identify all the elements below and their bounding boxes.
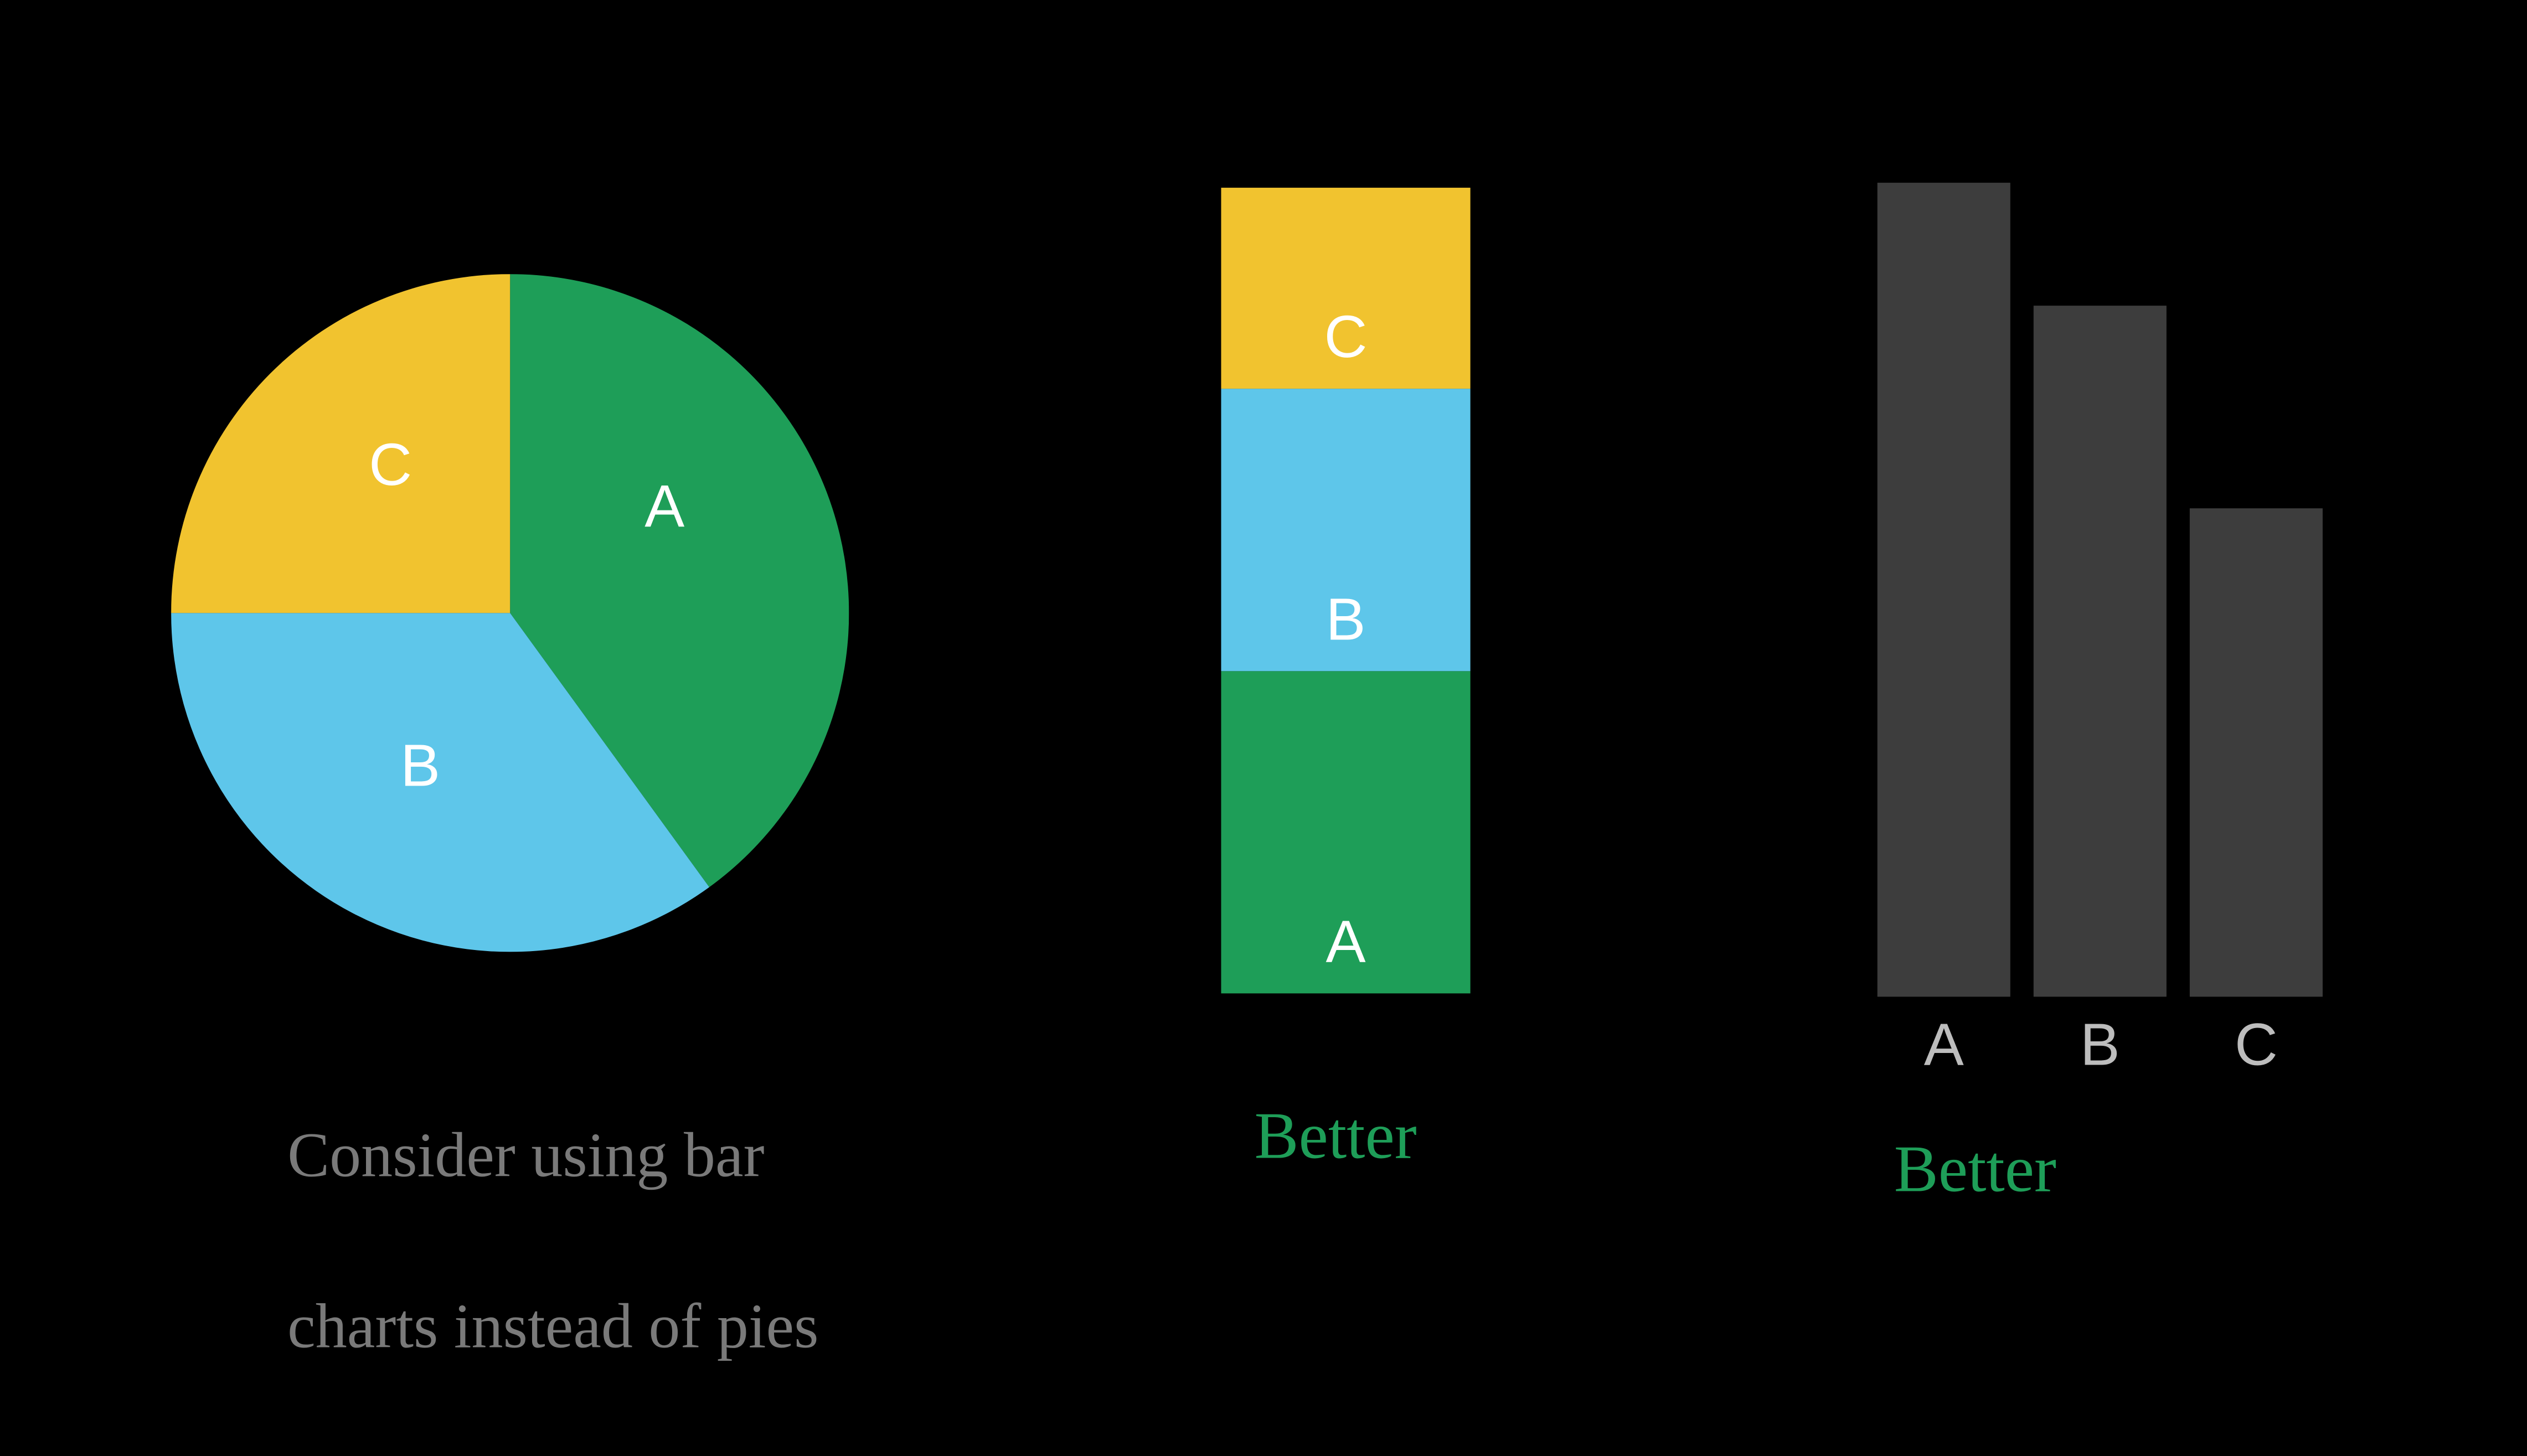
pie-label-a: A bbox=[644, 472, 684, 541]
pie-svg bbox=[171, 274, 849, 952]
bar-label-c: C bbox=[2235, 1010, 2278, 1080]
bar-caption: Better bbox=[1894, 1130, 2056, 1208]
bar-label-b: B bbox=[2080, 1010, 2120, 1080]
stacked-label-a: A bbox=[1326, 907, 1365, 994]
bar-c bbox=[2190, 508, 2323, 997]
stacked-label-b: B bbox=[1326, 585, 1365, 671]
pie-caption: Consider using bar charts instead of pie… bbox=[224, 1030, 818, 1456]
pie-chart bbox=[171, 274, 849, 952]
pie-caption-line1: Consider using bar bbox=[287, 1122, 764, 1192]
pie-caption-line2: charts instead of pies bbox=[287, 1292, 818, 1362]
pie-label-c: C bbox=[369, 430, 412, 500]
bar-b bbox=[2034, 305, 2167, 997]
stacked-segment-a: A bbox=[1221, 672, 1470, 994]
stacked-caption: Better bbox=[1254, 1097, 1416, 1175]
stacked-segment-c: C bbox=[1221, 188, 1470, 389]
stacked-label-c: C bbox=[1324, 303, 1368, 389]
pie-slice-c bbox=[171, 274, 510, 613]
bar-a bbox=[1878, 183, 2010, 997]
stacked-bar-chart: A B C bbox=[1221, 188, 1470, 993]
bar-label-a: A bbox=[1924, 1010, 1964, 1080]
stacked-segment-b: B bbox=[1221, 389, 1470, 671]
pie-label-b: B bbox=[400, 731, 440, 801]
bar-chart bbox=[1878, 183, 2323, 997]
